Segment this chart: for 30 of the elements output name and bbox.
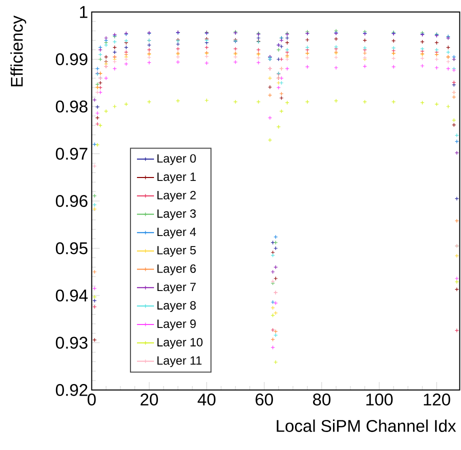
legend-label: Layer 2	[157, 190, 196, 202]
y-tick-label: 0.92	[56, 384, 88, 396]
legend-label: Layer 9	[157, 320, 196, 330]
legend-label: Layer 0	[157, 154, 196, 166]
x-axis-title: Local SiPM Channel Idx	[276, 420, 456, 432]
y-tick-label: 0.93	[56, 336, 88, 349]
legend-label: Layer 3	[157, 209, 196, 220]
x-tick-label: 40	[198, 394, 216, 406]
x-tick-label: 120	[424, 394, 450, 406]
y-tick-label: 0.97	[56, 148, 88, 160]
x-tick-label: 100	[366, 394, 393, 406]
y-tick-label: 1	[80, 6, 88, 18]
legend-label: Layer 7	[157, 282, 196, 294]
y-tick-label: 0.94	[56, 290, 88, 302]
x-tick-label: 0	[88, 394, 96, 406]
y-tick-label: 0.95	[56, 242, 88, 254]
legend-label: Layer 1	[157, 172, 196, 184]
legend-label: Layer 6	[157, 264, 196, 276]
y-tick-label: 0.96	[56, 195, 88, 208]
legend-label: Layer 10	[157, 338, 203, 349]
legend-label: Layer 4	[157, 228, 196, 238]
x-tick-label: 20	[140, 394, 158, 406]
y-tick-label: 0.98	[56, 100, 88, 113]
legend-label: Layer 8	[157, 301, 196, 312]
x-tick-label: 80	[313, 394, 330, 406]
y-tick-label: 0.99	[56, 53, 88, 66]
legend-label: Layer 11	[157, 356, 202, 368]
y-axis-title: Efficiency	[10, 16, 26, 86]
legend-label: Layer 5	[157, 246, 196, 257]
x-tick-label: 60	[256, 394, 273, 406]
